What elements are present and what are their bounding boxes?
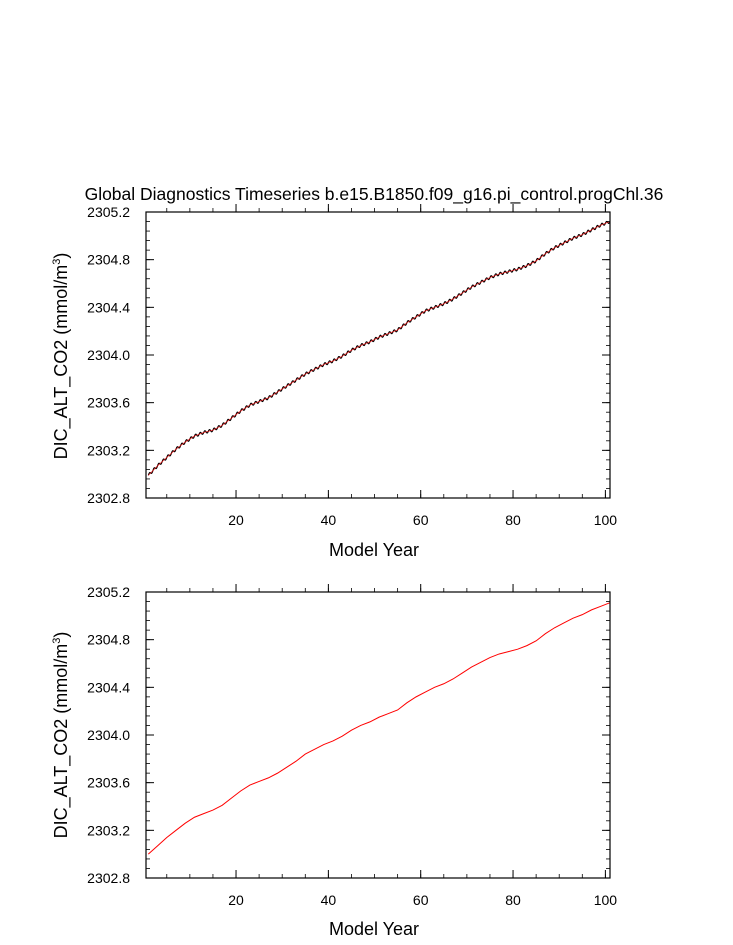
bottom-series-annual-line	[147, 602, 611, 855]
top-y-axis-title: DIC_ALT_CO2 (mmol/m3)	[51, 253, 72, 460]
bottom-x-tick-label: 80	[505, 892, 521, 908]
bottom-x-tick-label: 20	[228, 892, 244, 908]
top-panel-ticks	[146, 204, 610, 499]
bottom-y-tick-label: 2302.8	[87, 870, 130, 886]
top-y-axis-title-end: )	[51, 253, 71, 259]
bottom-y-axis-title-end: )	[51, 632, 71, 638]
bottom-panel-marks	[147, 602, 611, 855]
top-series-annual-overlay-line	[148, 221, 611, 476]
top-x-tick-label: 20	[228, 512, 244, 528]
top-series-monthly-line	[147, 220, 611, 476]
bottom-y-tick-label: 2304.8	[87, 632, 130, 648]
bottom-y-axis-title-sup: 3	[51, 638, 63, 644]
top-x-tick-label: 80	[505, 512, 521, 528]
bottom-x-tick-label: 100	[594, 892, 618, 908]
bottom-x-axis-title: Model Year	[329, 919, 419, 939]
bottom-y-axis-title: DIC_ALT_CO2 (mmol/m3)	[51, 632, 72, 839]
top-y-tick-label: 2302.8	[87, 490, 130, 506]
bottom-panel-ticks	[146, 584, 610, 879]
top-y-tick-label: 2304.4	[87, 299, 130, 315]
top-y-axis-title-main: DIC_ALT_CO2 (mmol/m	[51, 265, 72, 460]
bottom-x-tick-label: 40	[321, 892, 337, 908]
top-panel-marks	[147, 220, 611, 476]
top-y-tick-label: 2304.0	[87, 347, 130, 363]
top-plot-frame	[145, 211, 611, 499]
chart-title: Global Diagnostics Timeseries b.e15.B185…	[85, 184, 664, 205]
top-y-tick-label: 2305.2	[87, 204, 130, 220]
bottom-y-tick-label: 2304.4	[87, 679, 130, 695]
top-y-tick-label: 2304.8	[87, 252, 130, 268]
top-y-tick-label: 2303.6	[87, 395, 130, 411]
top-x-tick-label: 60	[413, 512, 429, 528]
top-x-axis-title: Model Year	[329, 540, 419, 560]
bottom-y-tick-label: 2304.0	[87, 727, 130, 743]
top-panel: 2302.8 2303.2 2303.6 2304.0 2304.4 2304.8 2305…	[51, 204, 617, 560]
bottom-plot-frame	[145, 591, 611, 879]
top-panel-tick-labels: 2302.8 2303.2 2303.6 2304.0 2304.4 2304.8 2305…	[87, 204, 617, 528]
bottom-y-tick-label: 2305.2	[87, 584, 130, 600]
bottom-panel: 2302.8 2303.2 2303.6 2304.0 2304.4 2304.8 2305…	[51, 584, 617, 939]
bottom-panel-tick-labels: 2302.8 2303.2 2303.6 2304.0 2304.4 2304.8 2305…	[87, 584, 617, 908]
top-x-tick-label: 40	[321, 512, 337, 528]
bottom-y-tick-label: 2303.2	[87, 822, 130, 838]
top-y-axis-title-sup: 3	[51, 259, 63, 265]
bottom-y-axis-title-main: DIC_ALT_CO2 (mmol/m	[51, 644, 72, 839]
top-y-tick-label: 2303.2	[87, 442, 130, 458]
bottom-x-tick-label: 60	[413, 892, 429, 908]
top-x-tick-label: 100	[594, 512, 618, 528]
bottom-y-tick-label: 2303.6	[87, 775, 130, 791]
